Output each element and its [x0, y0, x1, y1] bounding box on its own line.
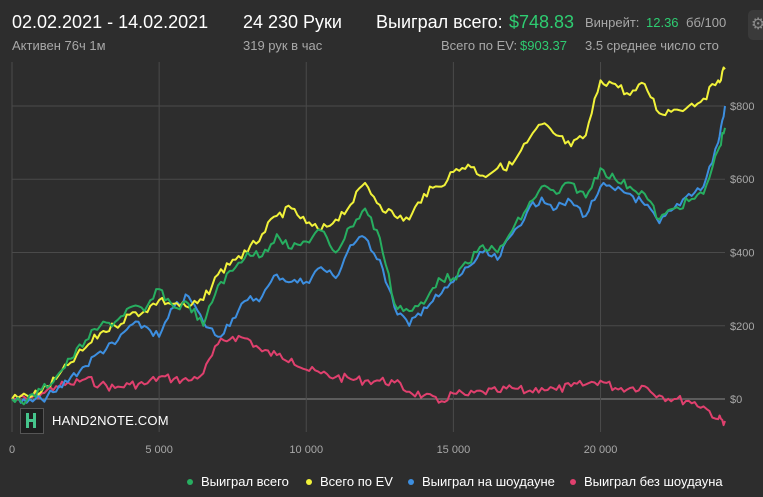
series-won-total: [11, 127, 726, 406]
legend-marker-non-showdown: [570, 478, 576, 485]
hand2note-logo-icon: [20, 408, 44, 434]
y-tick-label: $400: [730, 247, 754, 259]
legend-item-won-total[interactable]: Выиграл всего: [187, 474, 289, 489]
legend-label-showdown: Выиграл на шоудауне: [422, 474, 555, 489]
x-tick-label: 15 000: [437, 444, 471, 456]
series-showdown: [11, 105, 726, 404]
date-range: 02.02.2021 - 14.02.2021: [12, 12, 209, 32]
legend-marker-won-total: [187, 478, 193, 485]
x-tick-label: 20 000: [584, 444, 618, 456]
ev-total-label: Всего по EV:: [441, 38, 518, 53]
x-tick-label: 10 000: [289, 444, 323, 456]
won-total-value: $748.83: [509, 12, 575, 32]
y-tick-label: $800: [730, 101, 754, 113]
gear-icon[interactable]: ⚙: [748, 10, 763, 40]
y-tick-label: $600: [730, 174, 754, 186]
won-total-label: Выиграл всего:: [376, 12, 503, 32]
legend-item-non-showdown[interactable]: Выиграл без шоудауна: [570, 474, 723, 489]
winrate-unit: бб/100: [686, 15, 727, 30]
hands-count: 24 230 Руки: [243, 12, 342, 32]
chart-legend: Выиграл всего Всего по EV Выиграл на шоу…: [0, 470, 763, 492]
y-tick-label: $200: [730, 321, 754, 333]
active-time: Активен 76ч 1м: [12, 38, 106, 53]
legend-label-won-total: Выиграл всего: [201, 474, 289, 489]
winrate-value: 12.36: [646, 15, 679, 30]
series-non-showdown: [11, 334, 726, 427]
ev-total-value: $903.37: [520, 38, 567, 53]
legend-marker-ev-total: [306, 478, 312, 485]
legend-marker-showdown: [408, 478, 414, 485]
hand2note-logo-text: HAND2NOTE.COM: [52, 413, 169, 428]
hands-per-hour: 319 рук в час: [243, 38, 323, 53]
legend-item-ev-total[interactable]: Всего по EV: [306, 474, 393, 489]
x-tick-label: 0: [9, 444, 15, 456]
legend-label-non-showdown: Выиграл без шоудауна: [584, 474, 723, 489]
x-tick-label: 5 000: [145, 444, 173, 456]
legend-label-ev-total: Всего по EV: [320, 474, 393, 489]
winrate-label: Винрейт:: [585, 15, 640, 30]
avg-players: 3.5 среднее число сто: [585, 38, 719, 53]
legend-item-showdown[interactable]: Выиграл на шоудауне: [408, 474, 555, 489]
y-tick-label: $0: [730, 394, 742, 406]
series-ev-total: [11, 66, 726, 400]
stats-header: 02.02.2021 - 14.02.2021 Активен 76ч 1м 2…: [0, 0, 763, 60]
